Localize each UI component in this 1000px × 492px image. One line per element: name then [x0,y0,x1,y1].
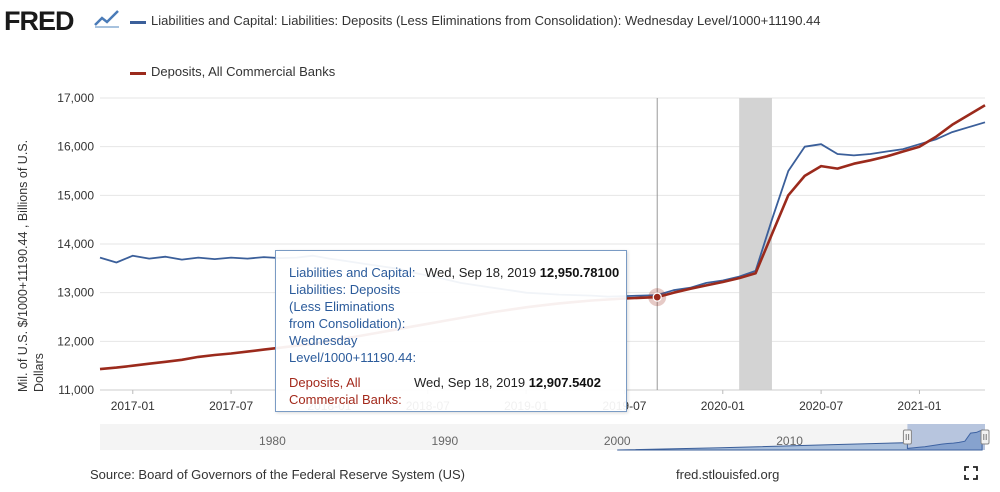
y-tick-label: 16,000 [57,140,94,154]
tooltip-series-1-label-line: Level/1000+11190.44: [289,350,417,365]
legend-swatch-series-1 [130,21,146,24]
tooltip-series-2-date: Wed, Sep 18, 2019 [414,375,526,390]
navigator-year-label: 2010 [776,434,803,448]
x-tick-label: 2020-01 [701,399,745,413]
navigator-handle[interactable] [980,429,990,445]
y-tick-label: 17,000 [57,91,94,105]
legend-item-series-2[interactable]: Deposits, All Commercial Banks [151,64,336,79]
tooltip-series-1-label-line: from Consolidation): [289,316,406,331]
fred-url-link[interactable]: fred.stlouisfed.org [676,467,780,482]
tooltip-series-1-value: 12,950.78100 [539,265,620,280]
fullscreen-icon[interactable] [964,466,978,480]
tooltip-series-1-date: Wed, Sep 18, 2019 [425,265,537,280]
hover-point [652,292,662,302]
y-axis-tick-labels: 11,000 12,000 13,000 14,000 15,000 16,000 17,0… [57,91,94,397]
navigator-year-label: 2000 [604,434,631,448]
tooltip-series-1-label: Liabilities and Capital: Liabilities: De… [289,264,416,366]
navigator-year-label: 1990 [431,434,458,448]
x-tick-label: 2017-07 [209,399,253,413]
tooltip-series-2-label-line: Commercial Banks: [289,392,402,407]
x-tick-label: 2020-07 [799,399,843,413]
range-navigator: 1980 1990 2000 2010 [100,424,990,451]
tooltip-series-1-reading: Wed, Sep 18, 2019 12,950.78100 [425,264,619,281]
navigator-selection [907,424,985,450]
y-tick-label: 14,000 [57,237,94,251]
tooltip-series-1-label-line: Wednesday [289,333,358,348]
tooltip-series-2-label-line: Deposits, All [289,375,361,390]
tooltip-series-2-label: Deposits, All Commercial Banks: [289,374,402,408]
tooltip-series-2-value: 12,907.5402 [528,375,601,390]
y-axis-label-line-1: Mil. of U.S. $/1000+11190.44 , Billions … [16,140,30,392]
tooltip-series-1-label-line: (Less Eliminations [289,299,395,314]
tooltip-series-1-label-line: Liabilities and Capital: [289,265,416,280]
y-tick-label: 13,000 [57,286,94,300]
x-tick-label: 2021-01 [897,399,941,413]
fred-logo[interactable]: FRED [4,6,74,36]
source-note: Source: Board of Governors of the Federa… [90,467,465,482]
y-tick-label: 15,000 [57,188,94,202]
tooltip-series-1-label-line: Liabilities: Deposits [289,282,401,297]
x-tick-label: 2017-01 [111,399,155,413]
y-tick-label: 12,000 [57,334,94,348]
line-chart-icon [94,10,119,28]
tooltip-series-2-reading: Wed, Sep 18, 2019 12,907.5402 [414,374,601,391]
y-tick-label: 11,000 [58,383,94,397]
legend-swatch-series-2 [130,72,146,75]
legend-item-series-1[interactable]: Liabilities and Capital: Liabilities: De… [151,13,821,28]
crosshair [648,98,667,390]
y-axis-label-line-2: Dollars [32,353,46,392]
navigator-handle[interactable] [902,429,912,445]
navigator-year-label: 1980 [259,434,286,448]
data-tooltip: Liabilities and Capital: Liabilities: De… [275,250,627,412]
